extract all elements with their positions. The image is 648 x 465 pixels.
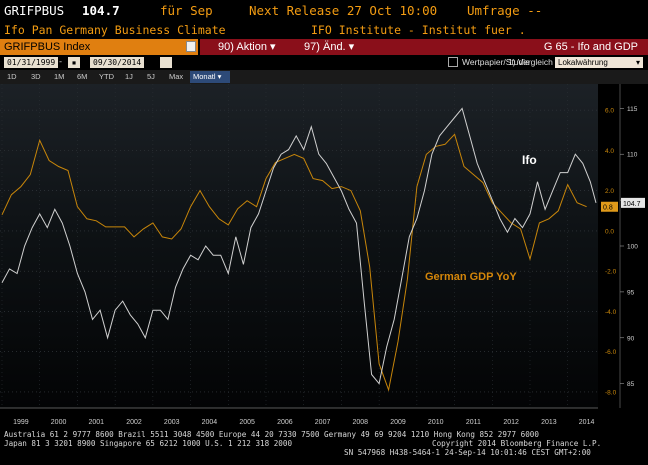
tf-ytd[interactable]: YTD: [99, 72, 114, 81]
security-field[interactable]: GRIFPBUS Index: [0, 39, 198, 55]
toolbar-row: GRIFPBUS Index 90) Aktion ▾ 97) Änd. ▾ G…: [0, 39, 648, 55]
next-release-label: Next Release 27 Oct 10:00: [249, 3, 438, 18]
period-label: für Sep: [160, 3, 213, 18]
umfrage-label: Umfrage --: [467, 3, 543, 18]
ifo-axis-tick-label: 110: [627, 152, 638, 159]
tf-6m[interactable]: 6M: [77, 72, 88, 81]
tf-1m[interactable]: 1M: [54, 72, 65, 81]
x-tick-label: 2007: [315, 419, 331, 426]
calendar-icon[interactable]: ▪: [68, 57, 80, 68]
ifo-axis-tick-label: 95: [627, 289, 635, 296]
tf-max[interactable]: Max: [169, 72, 184, 81]
gdp-axis-tick-label: 2.0: [605, 188, 614, 195]
ifo-axis-tick-label: 85: [627, 381, 635, 388]
x-tick-label: 2008: [352, 419, 368, 426]
timeframe-row: 1D 3D 1M 6M YTD 1J 5J Max Monatl ▾: [0, 70, 648, 84]
x-tick-label: 2006: [277, 419, 293, 426]
frequency-value: Monatl: [193, 72, 216, 81]
currency-select-value: Lokalwährung: [558, 58, 608, 67]
wertpapier-button[interactable]: Wertpapier/Studie: [462, 57, 530, 67]
gdp-axis-tick-label: 6.0: [605, 108, 614, 115]
tf-1d[interactable]: 1D: [7, 72, 17, 81]
aktion-button[interactable]: 90) Aktion ▾: [218, 41, 276, 53]
footer-copyright: Copyright 2014 Bloomberg Finance L.P.: [432, 439, 602, 448]
frequency-select[interactable]: Monatl ▾: [190, 71, 230, 83]
function-bar: 90) Aktion ▾ 97) Änd. ▾ G 65 - Ifo and G…: [200, 39, 648, 55]
x-tick-label: 2004: [202, 419, 218, 426]
x-tick-label: 2012: [503, 419, 519, 426]
tf-1j[interactable]: 1J: [125, 72, 133, 81]
subtitle-row: Ifo Pan Germany Business Climate IFO Ins…: [0, 22, 648, 39]
page-title: G 65 - Ifo and GDP: [543, 41, 638, 53]
x-tick-label: 2001: [88, 419, 104, 426]
calendar-icon[interactable]: [160, 57, 172, 68]
x-tick-label: 2013: [541, 419, 557, 426]
ifo-axis-tick-label: 100: [627, 244, 638, 251]
aendern-number: 97: [304, 41, 317, 53]
gdp-axis-tick-label: -4.0: [605, 309, 617, 316]
series-group: [1, 107, 597, 392]
aendern-button[interactable]: 97) Änd. ▾: [304, 41, 355, 53]
date-to-input[interactable]: 09/30/2014: [90, 57, 145, 68]
ticker-value: 104.7: [82, 3, 120, 18]
chevron-down-icon: ▾: [217, 72, 222, 81]
gdp-last-value: 0.8: [603, 205, 613, 212]
x-tick-label: 2003: [164, 419, 180, 426]
aendern-label: Änd.: [322, 41, 346, 53]
annotation-group: 104.7 0.8 Ifo German GDP YoY: [425, 153, 645, 283]
tf-3d[interactable]: 3D: [31, 72, 41, 81]
x-tick-label: 2014: [579, 419, 595, 426]
ifo-last-value: 104.7: [623, 201, 641, 208]
header-row: GRIFPBUS 104.7 für Sep Next Release 27 O…: [0, 0, 648, 22]
tf-5j[interactable]: 5J: [147, 72, 155, 81]
gdp-yoy-line: [1, 133, 587, 392]
gdp-axis-tick-label: 0.0: [605, 228, 614, 235]
security-field-text: GRIFPBUS Index: [4, 41, 91, 53]
vergleich-label: 1) Vergleich: [508, 57, 553, 67]
x-tick-label: 2011: [466, 419, 481, 426]
gdp-axis-tick-label: -6.0: [605, 349, 617, 356]
x-tick-label: 2000: [51, 419, 67, 426]
gdp-axis-tick-label: 4.0: [605, 148, 614, 155]
controls-row: 01/31/1999 - ▪ 09/30/2014 Wertpapier/Stu…: [0, 55, 648, 70]
x-tick-label: 2009: [390, 419, 406, 426]
footer-session: SN 547968 H438-5464-1 24-Sep-14 10:01:46…: [344, 448, 591, 457]
field-box-icon: [186, 41, 196, 52]
gdp-axis-tick-label: -2.0: [605, 269, 617, 276]
chart: 1999 2000 2001 2002 2003 2004 2005 2006 2007 2008…: [0, 84, 648, 430]
currency-select[interactable]: Lokalwährung ▾: [555, 57, 643, 68]
ifo-axis-tick-label: 90: [627, 335, 635, 342]
footer-contacts-line2: Japan 81 3 3201 8900 Singapore 65 6212 1…: [4, 439, 293, 448]
dropdown-arrow-icon: ▾: [345, 41, 355, 53]
security-description: Ifo Pan Germany Business Climate: [4, 23, 226, 37]
gdp-last-value-box: [601, 201, 618, 212]
x-tick-label: 2005: [239, 419, 255, 426]
date-from-input[interactable]: 01/31/1999: [4, 57, 59, 68]
x-tick-label: 1999: [13, 419, 29, 426]
x-tick-label: 2010: [428, 419, 444, 426]
plot-area: [0, 84, 598, 408]
gdp-axis-tick-label: -8.0: [605, 389, 617, 396]
ifo-annotation: Ifo: [522, 153, 537, 167]
checkbox-icon[interactable]: [448, 57, 458, 67]
x-tick-label: 2002: [126, 419, 142, 426]
ifo-last-value-box: [621, 197, 645, 208]
footer: Australia 61 2 9777 8600 Brazil 5511 304…: [0, 430, 648, 465]
aktion-label: Aktion: [236, 41, 267, 53]
source-description: IFO Institute - Institut fuer .: [311, 23, 526, 37]
footer-contacts-line1: Australia 61 2 9777 8600 Brazil 5511 304…: [4, 430, 539, 439]
gdp-annotation: German GDP YoY: [425, 271, 517, 283]
ticker-label: GRIFPBUS: [4, 3, 65, 18]
ifo-line: [1, 107, 597, 385]
aktion-number: 90: [218, 41, 231, 53]
dropdown-arrow-icon: ▾: [266, 41, 276, 53]
date-separator: -: [58, 57, 64, 67]
ifo-axis-tick-label: 115: [627, 106, 638, 113]
chevron-down-icon: ▾: [635, 58, 640, 67]
